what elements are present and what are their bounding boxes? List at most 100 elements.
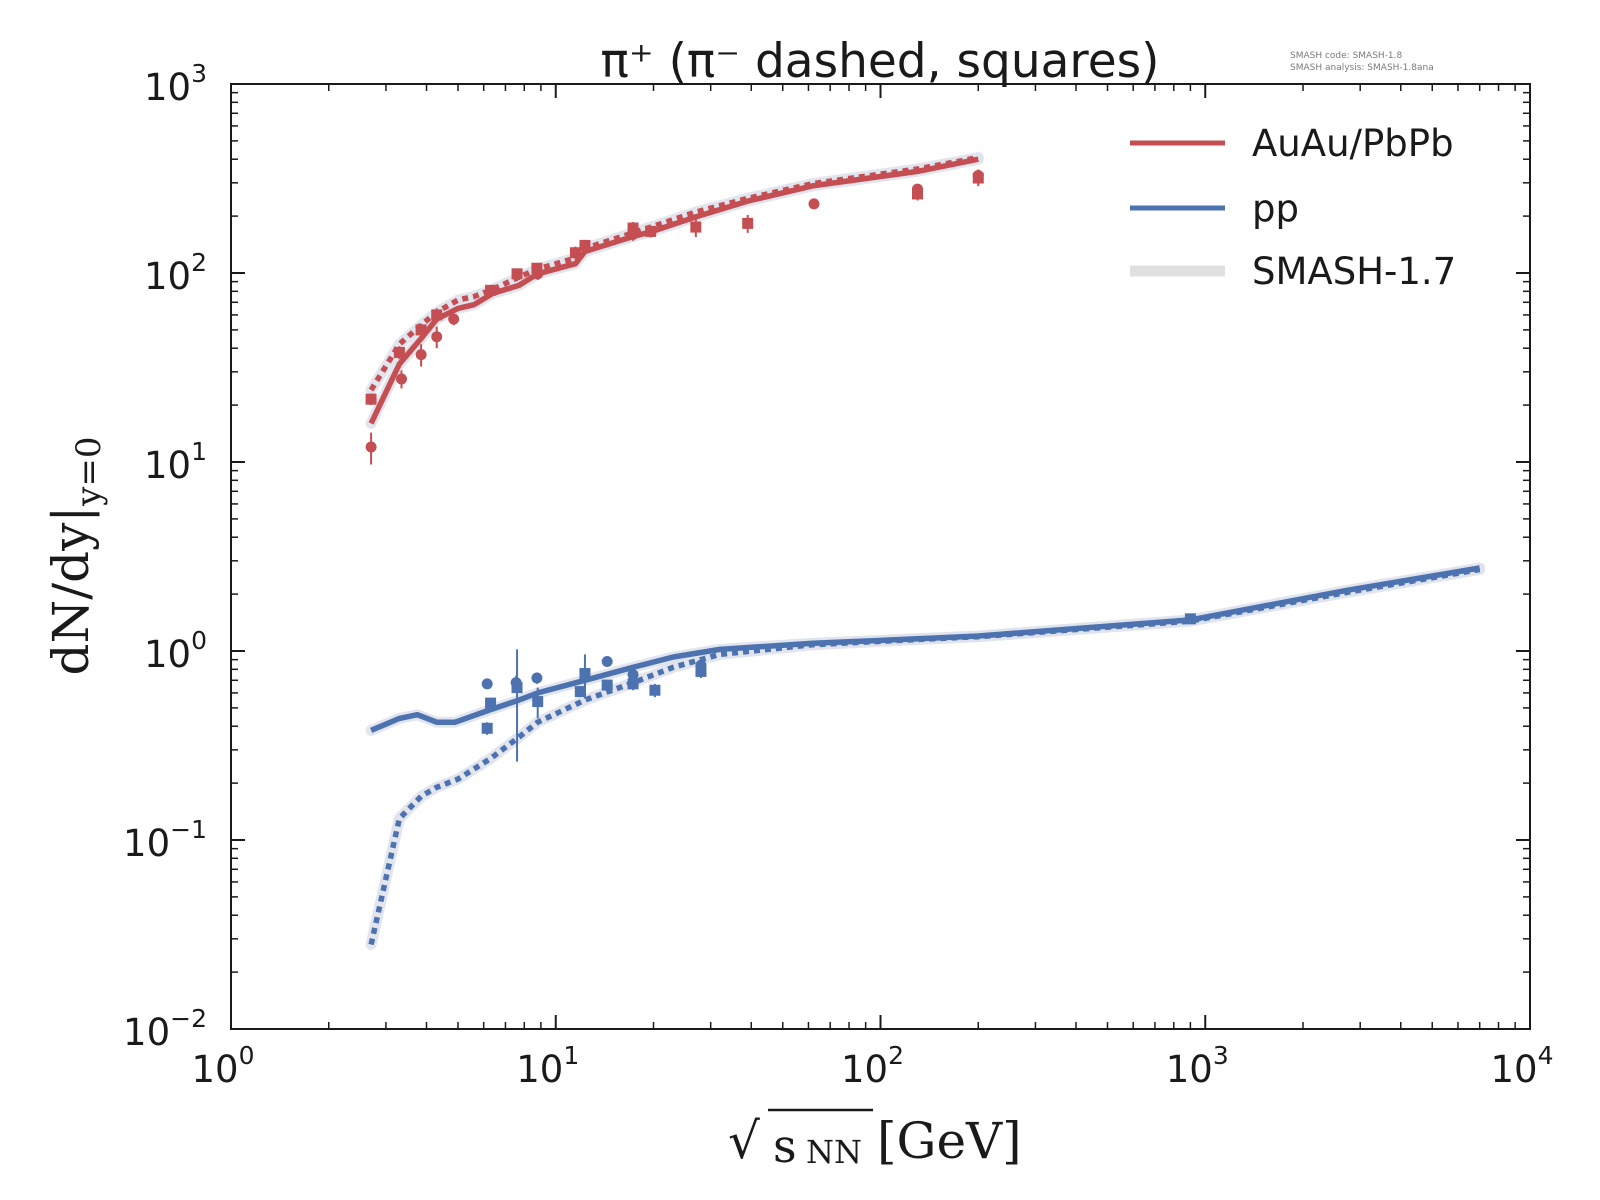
y-tick-label-exp-0: −2	[170, 1004, 207, 1033]
marker-auau-pbpb-circle-4-dot	[448, 313, 460, 325]
marker-auau-pbpb-square-7	[569, 246, 581, 260]
marker-auau-pbpb-square-14-square	[972, 172, 984, 184]
marker-auau-pbpb-circle-2-dot	[415, 349, 427, 361]
x-tick-label-1: 101	[516, 1041, 579, 1091]
legend-label-pp: pp	[1252, 187, 1299, 230]
x-tick-label-exp-2: 2	[888, 1041, 904, 1070]
y-tick-label-exp-1: −1	[170, 815, 207, 844]
marker-auau-pbpb-square-10	[645, 225, 657, 238]
x-axis-label-variable: s	[773, 1119, 797, 1173]
marker-auau-pbpb-circle-1-dot	[396, 373, 408, 385]
marker-pp-square-1	[485, 697, 497, 709]
y-tick-label-4: 102	[144, 248, 207, 298]
marker-auau-pbpb-circle-3-dot	[431, 331, 443, 343]
y-tick-label-exp-5: 3	[191, 59, 207, 88]
marker-auau-pbpb-square-0-square	[365, 393, 377, 405]
marker-pp-square-3-square	[532, 696, 544, 708]
info-line-code: SMASH code: SMASH-1.8	[1290, 51, 1403, 61]
x-tick-label-base-4: 10	[1491, 1048, 1538, 1091]
plot-area	[365, 152, 1486, 950]
x-tick-label-exp-0: 0	[239, 1041, 255, 1070]
y-tick-label-0: 10−2	[123, 1004, 207, 1054]
marker-auau-pbpb-circle-1	[396, 370, 408, 389]
marker-auau-pbpb-circle-3	[431, 326, 443, 349]
y-tick-label-3: 101	[144, 437, 207, 487]
x-axis-label-subscript: NN	[806, 1133, 862, 1171]
marker-pp-square-8	[649, 683, 661, 698]
y-tick-label-base-0: 10	[123, 1011, 170, 1054]
marker-auau-pbpb-circle-0	[365, 432, 377, 465]
x-tick-label-4: 104	[1491, 1041, 1554, 1091]
marker-pp-square-1-square	[485, 697, 497, 709]
marker-pp-circle-4-dot	[627, 669, 639, 681]
legend-entry-auau-pbpb: AuAu/PbPb	[1130, 122, 1454, 165]
data-markers	[365, 169, 1196, 762]
reference-band-smash-1-7-pp	[365, 564, 1486, 950]
y-axis-label-subscript: y=0	[69, 436, 109, 506]
marker-auau-pbpb-circle-0-dot	[365, 441, 377, 453]
marker-pp-square-5	[579, 654, 591, 699]
marker-pp-square-2-square	[511, 682, 523, 694]
marker-auau-pbpb-square-2-square	[415, 324, 427, 336]
x-tick-label-exp-1: 1	[563, 1041, 579, 1070]
legend-entry-smash-1-7: SMASH-1.7	[1130, 250, 1456, 293]
marker-pp-square-3	[532, 687, 544, 719]
axis-ticks	[230, 83, 1531, 1030]
marker-pp-square-5-square	[579, 668, 591, 680]
series-line-pp	[370, 565, 1481, 733]
x-tick-label-base-0: 10	[192, 1048, 239, 1091]
marker-auau-pbpb-square-8-square	[579, 239, 591, 251]
marker-auau-pbpb-square-6	[531, 262, 543, 274]
marker-pp-square-0-square	[481, 722, 493, 734]
marker-auau-pbpb-square-10-square	[645, 225, 657, 237]
chart-title: π⁺ (π⁻ dashed, squares)	[601, 34, 1160, 89]
marker-pp-square-4	[574, 686, 586, 698]
marker-pp-square-0	[481, 722, 493, 735]
marker-pp-square-8-square	[649, 684, 661, 696]
marker-auau-pbpb-square-6-square	[531, 262, 543, 274]
x-tick-label-2: 102	[841, 1041, 904, 1091]
marker-pp-square-7-square	[627, 678, 639, 690]
series-line-auau-pbpb	[368, 156, 979, 425]
marker-auau-pbpb-square-9	[627, 222, 639, 235]
marker-auau-pbpb-square-4-square	[485, 284, 497, 296]
marker-auau-pbpb-square-5-square	[511, 268, 523, 280]
legend: AuAu/PbPb pp SMASH-1.7	[1130, 122, 1456, 293]
marker-auau-pbpb-square-5	[511, 268, 523, 280]
marker-pp-square-6	[601, 679, 613, 691]
marker-pp-circle-0-dot	[481, 678, 493, 690]
marker-pp-circle-2	[531, 672, 543, 684]
y-tick-label-base-5: 10	[144, 66, 191, 109]
x-tick-label-base-3: 10	[1166, 1048, 1213, 1091]
marker-pp-circle-0	[481, 678, 493, 690]
marker-auau-pbpb-square-3-square	[431, 309, 443, 321]
marker-pp-square-6-square	[601, 679, 613, 691]
y-tick-label-exp-2: 0	[191, 626, 207, 655]
marker-auau-pbpb-square-0	[365, 393, 377, 406]
marker-auau-pbpb-circle-4	[448, 313, 460, 326]
x-tick-label-base-1: 10	[516, 1048, 563, 1091]
marker-auau-pbpb-square-13	[912, 187, 924, 201]
x-axis-label: √ s NN [GeV]	[728, 1108, 1022, 1173]
x-axis-label-radical: √	[728, 1112, 760, 1170]
marker-pp-circle-3-dot	[601, 655, 613, 667]
marker-auau-pbpb-square-1	[393, 346, 405, 360]
y-axis-label-text: dN/dy|y=0	[42, 436, 109, 675]
y-tick-label-exp-3: 1	[191, 437, 207, 466]
marker-auau-pbpb-square-11-square	[690, 221, 702, 233]
marker-pp-circle-3	[601, 655, 613, 667]
marker-auau-pbpb-square-8	[579, 239, 591, 251]
legend-label-smash-1-7: SMASH-1.7	[1252, 250, 1456, 293]
series-line-pp	[368, 566, 1481, 946]
x-tick-label-exp-4: 4	[1538, 1041, 1554, 1070]
marker-auau-pbpb-square-1-square	[393, 346, 405, 358]
marker-auau-pbpb-square-12	[742, 214, 754, 233]
y-tick-label-2: 100	[144, 626, 207, 676]
x-tick-label-base-2: 10	[841, 1048, 888, 1091]
marker-auau-pbpb-square-11	[690, 218, 702, 238]
y-tick-label-base-4: 10	[144, 255, 191, 298]
marker-pp-square-9-square	[695, 665, 707, 677]
marker-pp-square-7	[627, 677, 639, 691]
y-tick-label-base-3: 10	[144, 444, 191, 487]
